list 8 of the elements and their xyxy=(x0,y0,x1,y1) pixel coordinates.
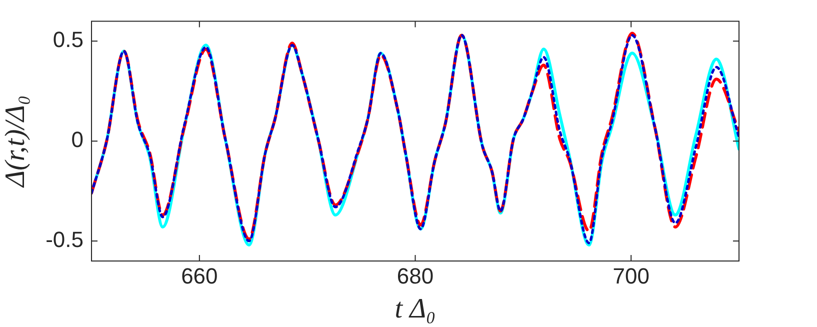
y-axis-title: Δ(r,t)/Δ₀ xyxy=(0,95,32,188)
y-tick-label: 0 xyxy=(71,127,84,152)
x-axis-title: t Δ₀ xyxy=(394,294,436,325)
y-tick-label: -0.5 xyxy=(46,227,84,252)
x-tick-label: 680 xyxy=(396,263,434,288)
y-tick-label: 0.5 xyxy=(52,27,84,52)
x-tick-label: 660 xyxy=(181,263,218,288)
x-tick-label: 700 xyxy=(612,263,650,288)
